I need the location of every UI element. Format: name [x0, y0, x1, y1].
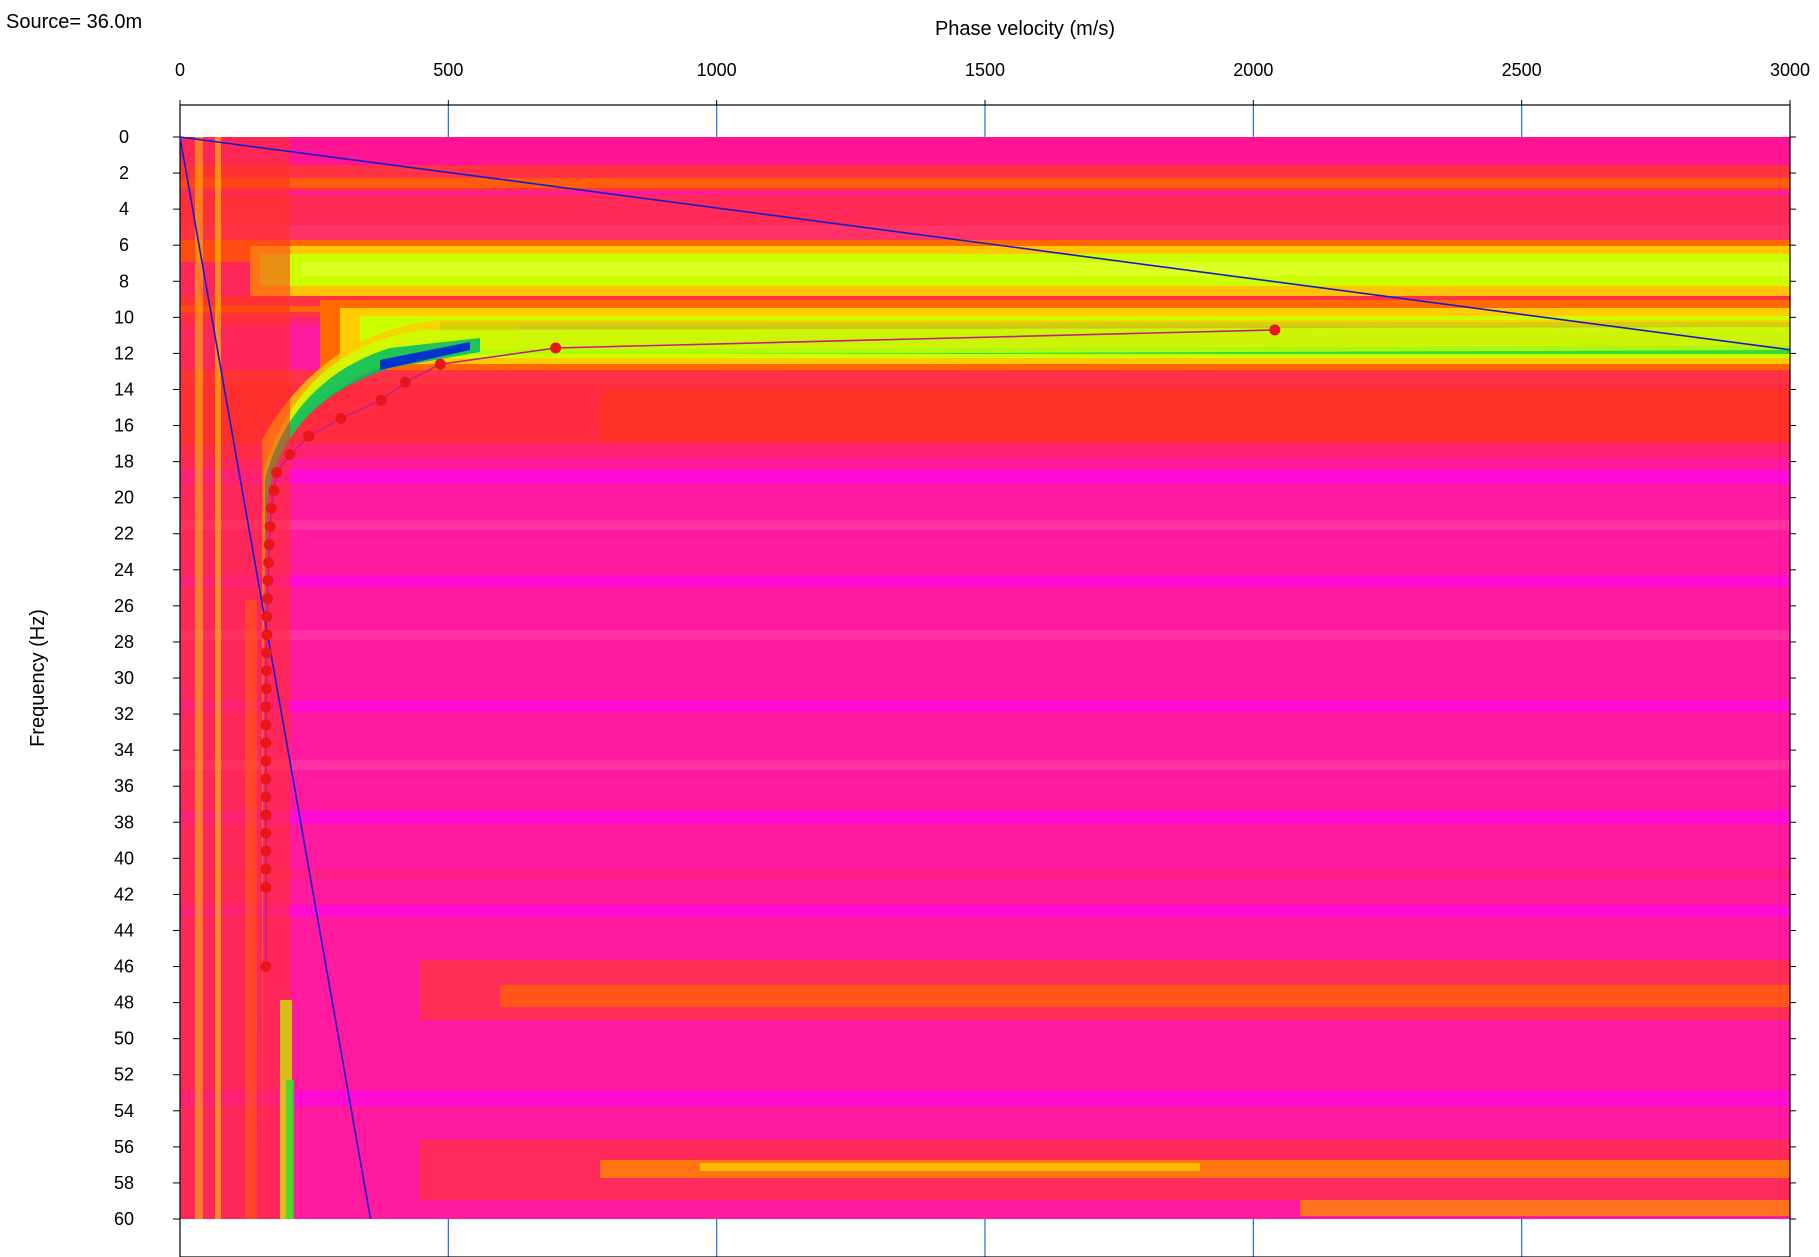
picked-point — [260, 961, 272, 973]
x-tick-label: 3000 — [1770, 60, 1810, 80]
picked-point — [271, 466, 283, 478]
picked-point — [260, 701, 272, 713]
y-tick-label: 22 — [114, 524, 134, 544]
picked-point — [263, 557, 275, 569]
picked-point — [1269, 324, 1281, 336]
picked-point — [268, 484, 280, 496]
picked-point — [261, 611, 273, 623]
y-tick-label: 18 — [114, 452, 134, 472]
picked-point — [260, 683, 272, 695]
picked-point — [260, 773, 272, 785]
y-axis: 0246810121416182022242628303234363840424… — [114, 127, 1796, 1229]
heatmap-image — [180, 137, 1790, 1219]
y-tick-label: 26 — [114, 596, 134, 616]
y-tick-label: 12 — [114, 343, 134, 363]
y-tick-label: 42 — [114, 884, 134, 904]
dispersion-picks — [260, 324, 1281, 973]
y-tick-label: 52 — [114, 1065, 134, 1085]
picked-point — [263, 539, 275, 551]
y-tick-label: 4 — [119, 199, 129, 219]
picked-point — [260, 863, 272, 875]
y-tick-label: 28 — [114, 632, 134, 652]
y-tick-label: 40 — [114, 848, 134, 868]
picked-point — [399, 376, 411, 388]
picked-point — [550, 342, 562, 354]
y-tick-label: 10 — [114, 307, 134, 327]
y-tick-label: 8 — [119, 271, 129, 291]
y-tick-label: 14 — [114, 379, 134, 399]
x-tick-label: 1000 — [697, 60, 737, 80]
y-axis-title: Frequency (Hz) — [27, 609, 49, 747]
picked-point — [375, 394, 387, 406]
picked-point — [303, 430, 315, 442]
grid-lines — [447, 105, 1523, 1257]
picked-point — [260, 845, 272, 857]
x-tick-label: 2000 — [1233, 60, 1273, 80]
picked-point — [260, 827, 272, 839]
picked-point — [260, 647, 272, 659]
y-tick-label: 20 — [114, 488, 134, 508]
picked-point — [261, 629, 273, 641]
picked-point — [335, 412, 347, 424]
picked-point — [260, 809, 272, 821]
picked-point — [434, 358, 446, 370]
x-axis: 0 500 1000 1500 2000 2500 3000 — [175, 60, 1810, 105]
limit-line — [179, 136, 372, 1220]
picked-point — [260, 719, 272, 731]
x-tick-label: 2500 — [1502, 60, 1542, 80]
picked-point — [260, 755, 272, 767]
y-tick-label: 2 — [119, 163, 129, 183]
y-tick-label: 30 — [114, 668, 134, 688]
picked-point — [262, 575, 274, 587]
picked-point — [260, 791, 272, 803]
picked-point — [261, 593, 273, 605]
y-tick-label: 60 — [114, 1209, 134, 1229]
x-tick-label: 0 — [175, 60, 185, 80]
heatmap-texture — [180, 470, 1790, 1106]
y-tick-label: 54 — [114, 1101, 134, 1121]
x-axis-title: Phase velocity (m/s) — [935, 18, 1115, 40]
source-label: Source= 36.0m — [6, 11, 142, 33]
picked-point — [284, 448, 296, 460]
picked-point — [265, 502, 277, 514]
y-tick-label: 36 — [114, 776, 134, 796]
picked-point — [264, 521, 276, 533]
y-tick-label: 0 — [119, 127, 129, 147]
y-tick-label: 58 — [114, 1173, 134, 1193]
y-tick-label: 38 — [114, 812, 134, 832]
y-tick-label: 56 — [114, 1137, 134, 1157]
y-tick-label: 32 — [114, 704, 134, 724]
limit-lines — [179, 136, 1791, 1220]
picked-point — [260, 737, 272, 749]
y-tick-label: 34 — [114, 740, 134, 760]
picked-point — [260, 881, 272, 893]
picked-point — [260, 665, 272, 677]
y-tick-label: 48 — [114, 993, 134, 1013]
x-tick-label: 500 — [433, 60, 463, 80]
x-tick-label: 1500 — [965, 60, 1005, 80]
y-tick-label: 16 — [114, 416, 134, 436]
y-tick-label: 46 — [114, 957, 134, 977]
y-tick-label: 6 — [119, 235, 129, 255]
y-tick-label: 44 — [114, 920, 134, 940]
limit-line — [179, 136, 1791, 351]
y-tick-label: 50 — [114, 1029, 134, 1049]
y-tick-label: 24 — [114, 560, 134, 580]
